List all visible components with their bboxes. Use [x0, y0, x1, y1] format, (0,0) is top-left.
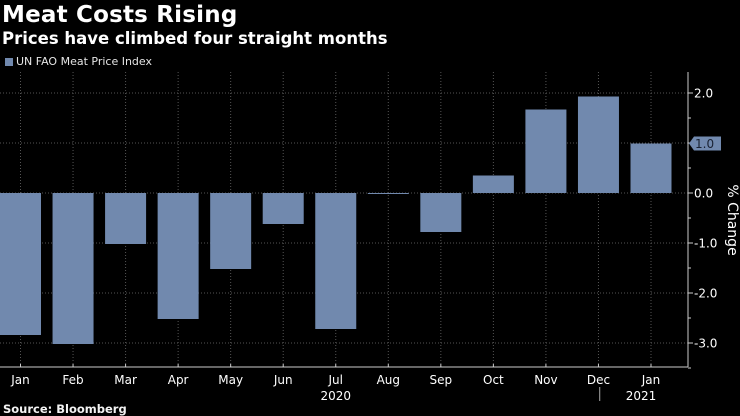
- y-tick-label: -1.0: [694, 237, 717, 251]
- y-tick-label: 0.0: [694, 187, 713, 201]
- x-tick-label: Mar: [114, 373, 137, 387]
- chart-subtitle: Prices have climbed four straight months: [2, 29, 388, 48]
- axes: [0, 72, 693, 401]
- legend-label: UN FAO Meat Price Index: [16, 55, 153, 68]
- bar: [525, 109, 567, 193]
- y-tick-label: -3.0: [694, 337, 717, 351]
- legend-swatch: [5, 57, 13, 66]
- last-value-callout: [689, 136, 721, 151]
- bar: [262, 193, 304, 224]
- x-tick-label: Dec: [587, 373, 610, 387]
- chart-title: Meat Costs Rising: [2, 2, 238, 28]
- bar: [105, 193, 147, 244]
- bar: [0, 193, 41, 335]
- x-tick-label: Jan: [10, 373, 30, 387]
- bar: [420, 193, 462, 232]
- x-tick-label: Jun: [273, 373, 293, 387]
- bar: [157, 193, 199, 319]
- y-axis-title: % Change: [724, 184, 740, 255]
- x-tick-label: Oct: [483, 373, 504, 387]
- source-note: Source: Bloomberg: [3, 402, 127, 416]
- bar: [315, 193, 357, 329]
- x-tick-label: Nov: [534, 373, 557, 387]
- last-value-label: 1.0: [695, 137, 714, 151]
- y-tick-label: 2.0: [694, 87, 713, 101]
- year-label: 2020: [320, 389, 351, 403]
- bar: [210, 193, 252, 269]
- bar: [577, 96, 619, 193]
- bar: [52, 193, 94, 344]
- x-tick-label: Jan: [641, 373, 661, 387]
- bars: [0, 96, 672, 344]
- axis-labels: 2.0 1.0 0.0 -1.0 -2.0 -3.0 Jan Feb Mar Apr May Jun J…: [10, 87, 740, 404]
- x-tick-label: Apr: [168, 373, 189, 387]
- x-tick-label: Aug: [377, 373, 400, 387]
- x-tick-label: May: [218, 373, 243, 387]
- x-tick-label: Sep: [430, 373, 453, 387]
- y-tick-label: -2.0: [694, 287, 717, 301]
- x-tick-label: Jul: [328, 373, 343, 387]
- bar: [367, 193, 409, 194]
- bar: [630, 143, 672, 193]
- year-label: 2021: [626, 389, 657, 403]
- legend: UN FAO Meat Price Index: [5, 55, 152, 68]
- x-tick-label: Feb: [62, 373, 83, 387]
- bar: [472, 175, 514, 193]
